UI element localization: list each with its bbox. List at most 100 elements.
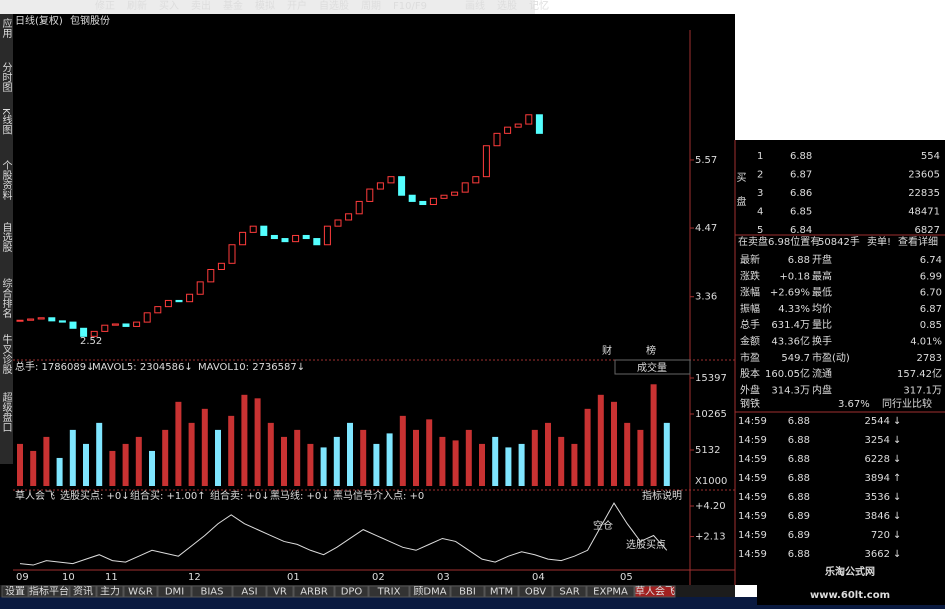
quote-value: 4.33% bbox=[778, 304, 810, 315]
tab[interactable] bbox=[1, 585, 29, 598]
toolbar-button[interactable]: 画线 bbox=[465, 0, 485, 12]
trade-arrow: ↑ bbox=[893, 473, 901, 484]
tab-label[interactable]: BBI bbox=[459, 587, 476, 598]
tab-label[interactable]: TRIX bbox=[377, 587, 401, 598]
tab[interactable] bbox=[232, 585, 267, 598]
quote-value: 631.4万 bbox=[771, 320, 810, 331]
volume-bar bbox=[584, 408, 591, 486]
industry-compare[interactable]: 同行业比较 bbox=[882, 397, 932, 410]
toolbar-button[interactable]: 基金 bbox=[223, 0, 243, 12]
toolbar-button[interactable]: 修正 bbox=[95, 0, 115, 12]
tab[interactable] bbox=[552, 585, 587, 598]
toolbar-button[interactable]: 选股 bbox=[497, 0, 517, 12]
tab[interactable] bbox=[293, 585, 335, 598]
candle bbox=[461, 182, 469, 193]
volume-bar bbox=[162, 429, 169, 486]
tab-label[interactable]: W&R bbox=[128, 587, 153, 598]
sidebar-tab[interactable]: 牛叉诊股 bbox=[0, 333, 12, 375]
sidebar-tab[interactable]: 综合排名 bbox=[0, 277, 12, 319]
trade-volume: 720 bbox=[871, 530, 890, 541]
sidebar-tab[interactable]: 应用 bbox=[0, 17, 12, 39]
volume-bar bbox=[426, 419, 433, 486]
tab[interactable] bbox=[409, 585, 451, 598]
sidebar bbox=[0, 14, 13, 464]
volume-field: 总手: 1786089↓ bbox=[15, 360, 94, 373]
quote-value: 43.36亿 bbox=[771, 335, 810, 348]
volume-bar bbox=[413, 429, 419, 486]
tab[interactable] bbox=[191, 585, 233, 598]
tab[interactable] bbox=[518, 585, 553, 598]
toolbar-button[interactable]: F10/F9 bbox=[393, 1, 427, 12]
tab-label[interactable]: 主力 bbox=[100, 585, 120, 598]
selector-box[interactable] bbox=[614, 359, 691, 375]
y-tick-label: 5132 bbox=[695, 445, 720, 456]
watermark-title: 乐淘公式网 bbox=[825, 565, 875, 578]
sidebar-tab[interactable]: 超级盘口 bbox=[0, 391, 12, 432]
volume-selector[interactable]: 成交量 bbox=[637, 361, 667, 374]
watermark-box bbox=[757, 555, 945, 605]
y-tick-label: 15397 bbox=[695, 373, 727, 384]
quote-label: 换手 bbox=[812, 335, 832, 348]
tab-label[interactable]: 指标平台 bbox=[29, 585, 69, 598]
tab[interactable] bbox=[28, 585, 70, 598]
trade-time: 14:59 bbox=[738, 492, 767, 503]
x-tick-label: 11 bbox=[105, 572, 118, 583]
tab-label[interactable]: MTM bbox=[490, 587, 513, 598]
tab-label[interactable]: BIAS bbox=[201, 587, 224, 598]
sidebar-tab[interactable]: 个股资料 bbox=[0, 160, 12, 201]
tab-label[interactable]: DPO bbox=[341, 587, 363, 598]
tab-label[interactable]: DMI bbox=[165, 587, 184, 598]
toolbar-button[interactable]: 模拟 bbox=[255, 0, 275, 12]
quote-label: 市盈(动) bbox=[812, 351, 850, 364]
toolbar-button[interactable]: 买入 bbox=[159, 0, 179, 12]
quote-value: 2783 bbox=[917, 353, 942, 364]
tab[interactable] bbox=[450, 585, 485, 598]
tab-label[interactable]: ASI bbox=[241, 587, 257, 598]
indicator-help[interactable]: 指标说明 bbox=[642, 489, 682, 502]
sidebar-tab[interactable]: K线图 bbox=[0, 108, 12, 135]
volume-bar bbox=[254, 398, 261, 486]
toolbar-button[interactable]: 刷新 bbox=[127, 0, 147, 12]
quote-label: 内盘 bbox=[812, 383, 832, 396]
tab-label[interactable]: 草人会飞 bbox=[635, 585, 675, 598]
tab[interactable] bbox=[69, 585, 97, 598]
quote-label: 股本 bbox=[740, 367, 760, 380]
toolbar-button[interactable]: 开户 bbox=[287, 0, 307, 12]
tab[interactable] bbox=[634, 585, 676, 598]
sidebar-tab[interactable]: 自选股 bbox=[0, 221, 12, 253]
indicator-line bbox=[19, 502, 668, 566]
tab[interactable] bbox=[334, 585, 369, 598]
toolbar-button[interactable]: 卖出 bbox=[191, 0, 211, 12]
tab-label[interactable]: SAR bbox=[559, 587, 579, 598]
tab[interactable] bbox=[123, 585, 158, 598]
toolbar-button[interactable]: 记忆 bbox=[529, 0, 549, 12]
tab-label[interactable]: 设置 bbox=[5, 586, 25, 598]
toolbar-button[interactable]: 自选股 bbox=[319, 0, 349, 12]
candle bbox=[451, 191, 459, 196]
tab-label[interactable]: 资讯 bbox=[73, 586, 93, 598]
candle bbox=[334, 219, 342, 227]
tab[interactable] bbox=[157, 585, 192, 598]
toolbar-button[interactable]: 周期 bbox=[361, 0, 381, 12]
tab-label[interactable]: ARBR bbox=[300, 587, 328, 598]
marker: 榜 bbox=[646, 344, 656, 357]
tab[interactable] bbox=[484, 585, 519, 598]
tab[interactable] bbox=[368, 585, 410, 598]
tab-label[interactable]: EXPMA bbox=[593, 587, 628, 598]
tab[interactable] bbox=[586, 585, 635, 598]
volume-bar bbox=[545, 422, 551, 486]
sidebar-tab[interactable]: 分时图 bbox=[0, 62, 12, 93]
trade-volume: 3894 bbox=[865, 473, 890, 484]
quote-label: 振幅 bbox=[740, 302, 760, 315]
quote-value: 549.7 bbox=[781, 353, 810, 364]
tab-label[interactable]: OBV bbox=[525, 587, 546, 598]
volume-bar bbox=[399, 415, 406, 486]
tab-label[interactable]: VR bbox=[273, 587, 287, 598]
tab[interactable] bbox=[96, 585, 124, 598]
book-volume: 554 bbox=[921, 151, 940, 162]
tab-label[interactable]: 顾DMA bbox=[413, 586, 446, 598]
tab[interactable] bbox=[266, 585, 294, 598]
candle bbox=[37, 317, 45, 320]
notice[interactable]: 查看详细 bbox=[898, 235, 938, 248]
volume-bar bbox=[228, 415, 235, 486]
